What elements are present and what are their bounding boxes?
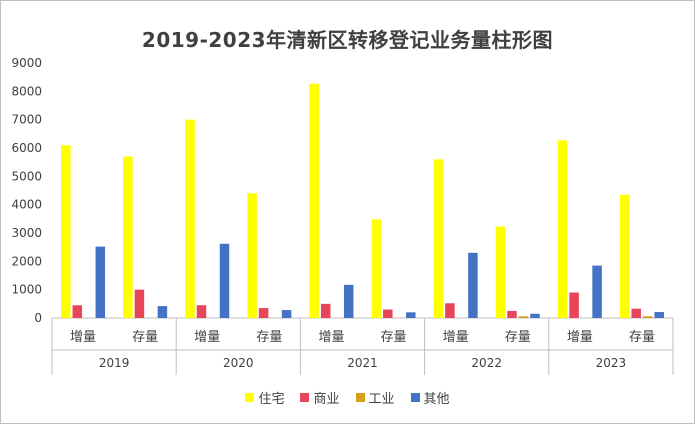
x-subcategory-label: 增量: [70, 330, 96, 345]
legend-label: 工业: [368, 392, 395, 407]
x-group-label: 2019: [99, 356, 130, 370]
bar-其他-2022 增量: [468, 252, 478, 318]
x-group-label: 2020: [223, 356, 254, 370]
bar-商业-2019 存量: [134, 289, 145, 318]
bar-住宅-2019 存量: [123, 156, 133, 318]
y-tick-label: 3000: [11, 226, 42, 240]
bar-商业-2021 增量: [320, 303, 331, 318]
bar-住宅-2023 存量: [619, 194, 630, 318]
bar-其他-2022 存量: [530, 313, 540, 318]
legend-swatch: [410, 393, 420, 402]
bar-其他-2019 增量: [95, 246, 106, 318]
x-group-label: 2023: [596, 356, 627, 370]
legend-label: 其他: [423, 392, 450, 407]
x-subcategory-label: 增量: [318, 330, 344, 345]
x-group-label: 2021: [347, 356, 378, 370]
x-subcategory-label: 增量: [567, 330, 593, 345]
bar-其他-2023 增量: [592, 265, 602, 318]
chart-title: 2019-2023年清新区转移登记业务量柱形图: [141, 28, 554, 52]
x-subcategory-label: 存量: [132, 330, 158, 345]
legend-item: 住宅: [245, 388, 284, 407]
bar-住宅-2021 存量: [371, 219, 382, 318]
x-subcategory-label: 存量: [381, 330, 407, 345]
bar-住宅-2019 增量: [61, 145, 71, 318]
bar-商业-2022 存量: [507, 310, 517, 318]
bar-商业-2023 存量: [631, 308, 641, 318]
y-tick-label: 7000: [11, 113, 42, 127]
bar-其他-2019 存量: [157, 306, 168, 318]
bar-住宅-2020 增量: [185, 119, 195, 319]
legend-item: 其他: [410, 388, 450, 407]
bar-住宅-2023 增量: [557, 140, 568, 318]
bar-住宅-2020 存量: [247, 193, 257, 318]
y-tick-label: 5000: [11, 169, 42, 183]
y-tick-label: 1000: [11, 283, 42, 297]
legend-swatch: [245, 393, 255, 402]
bar-其他-2021 存量: [406, 312, 416, 318]
bar-商业-2021 存量: [383, 309, 393, 318]
x-subcategory-label: 增量: [443, 330, 469, 345]
y-tick-label: 9000: [11, 56, 42, 70]
bar-商业-2019 增量: [72, 305, 83, 318]
x-group-label: 2022: [471, 356, 502, 370]
bar-工业-2023 存量: [642, 316, 653, 318]
bar-商业-2020 存量: [258, 308, 269, 318]
y-tick-label: 4000: [11, 198, 42, 212]
bar-商业-2022 增量: [445, 303, 455, 318]
bar-商业-2023 增量: [569, 292, 579, 318]
x-subcategory-label: 存量: [629, 330, 655, 345]
legend-swatch: [300, 393, 310, 402]
y-tick-label: 2000: [11, 254, 42, 268]
bar-其他-2023 存量: [654, 312, 664, 318]
chart-legend: 住宅 商业 工业 其他: [0, 388, 695, 407]
y-tick-label: 6000: [11, 141, 42, 155]
bar-工业-2022 存量: [518, 316, 529, 318]
bar-商业-2020 增量: [196, 305, 207, 318]
legend-label: 商业: [313, 392, 340, 407]
x-subcategory-label: 存量: [505, 330, 531, 345]
legend-item: 工业: [355, 388, 395, 407]
x-subcategory-label: 增量: [194, 330, 220, 345]
bar-其他-2020 存量: [281, 310, 292, 318]
legend-swatch: [355, 393, 365, 402]
x-subcategory-label: 存量: [256, 330, 282, 345]
legend-item: 商业: [300, 388, 340, 407]
bar-住宅-2022 增量: [433, 159, 444, 318]
y-tick-label: 8000: [11, 84, 42, 98]
y-tick-label: 0: [34, 311, 42, 325]
legend-label: 住宅: [258, 392, 285, 407]
bar-其他-2020 增量: [219, 243, 230, 318]
bar-其他-2021 增量: [343, 284, 354, 318]
bar-住宅-2022 存量: [495, 226, 506, 318]
bar-住宅-2021 增量: [309, 83, 319, 318]
